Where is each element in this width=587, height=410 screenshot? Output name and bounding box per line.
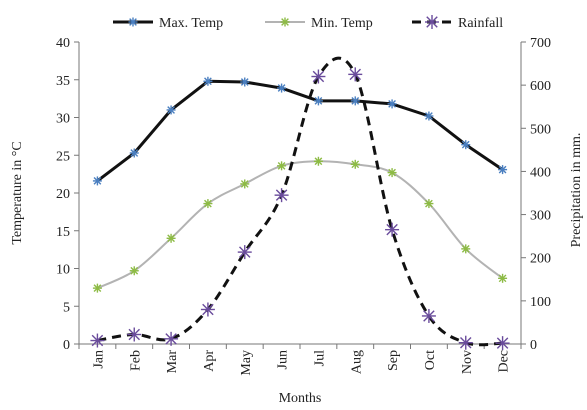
- data-point: [498, 273, 508, 283]
- x-tick-label: May: [239, 350, 254, 376]
- data-point: [387, 99, 397, 109]
- x-tick-label: Sep: [386, 350, 401, 371]
- data-point: [350, 96, 360, 106]
- legend-marker: [425, 15, 439, 29]
- data-point: [424, 111, 434, 121]
- data-point: [127, 327, 142, 342]
- right-tick-label: 300: [530, 209, 551, 224]
- x-tick-label: Dec: [497, 350, 512, 373]
- series-min-temp: [92, 156, 508, 293]
- legend-item: Rainfall: [412, 15, 503, 31]
- x-tick-label: Jun: [276, 350, 291, 369]
- data-point: [387, 168, 397, 178]
- legend-item: Max. Temp: [113, 16, 223, 31]
- data-point: [498, 165, 508, 175]
- series-line: [97, 56, 503, 347]
- data-point: [166, 233, 176, 243]
- legend-label: Min. Temp: [311, 16, 373, 31]
- right-y-ticks: 0 100 200 300 400 500 600 700: [521, 36, 551, 353]
- x-axis-title: Months: [279, 391, 322, 406]
- data-point: [240, 179, 250, 189]
- left-tick-label: 25: [56, 149, 70, 164]
- x-tick-label: Aug: [349, 350, 364, 374]
- series-line: [96, 79, 504, 183]
- data-point: [240, 77, 250, 87]
- data-point: [495, 336, 510, 351]
- x-tick-label: Mar: [165, 350, 180, 374]
- data-point: [200, 302, 215, 317]
- left-tick-label: 40: [56, 36, 70, 51]
- data-point: [237, 245, 252, 260]
- right-tick-label: 400: [530, 165, 551, 180]
- legend-label: Max. Temp: [159, 16, 223, 31]
- legend: Max. Temp Min. Temp Rainfall: [113, 15, 503, 31]
- data-point: [348, 67, 363, 82]
- left-y-ticks: 0 5 10 15 20 25 30 35 40: [56, 36, 79, 353]
- series-layer: [90, 56, 510, 351]
- data-point: [277, 161, 287, 171]
- data-point: [92, 176, 102, 186]
- right-tick-label: 600: [530, 79, 551, 94]
- data-point: [458, 335, 473, 350]
- data-point: [313, 156, 323, 166]
- right-tick-label: 500: [530, 122, 551, 137]
- legend-label: Rainfall: [458, 16, 503, 31]
- series-line: [96, 160, 504, 290]
- x-tick-label: Apr: [202, 350, 217, 372]
- data-point: [385, 222, 400, 237]
- right-tick-label: 200: [530, 252, 551, 267]
- data-point: [90, 333, 105, 348]
- left-tick-label: 20: [56, 187, 70, 202]
- y2-axis-title: Precipitation in mm.: [569, 133, 584, 248]
- x-ticks: Jan Feb Mar Apr May Jun Jul Aug Sep Oct Nov Dec: [78, 344, 522, 376]
- data-point: [274, 188, 289, 203]
- data-point: [424, 199, 434, 209]
- left-tick-label: 10: [56, 263, 70, 278]
- series-max-temp: [92, 76, 508, 186]
- y-axis-title: Temperature in °C: [10, 141, 25, 244]
- data-point: [166, 105, 176, 115]
- x-tick-label: Oct: [423, 350, 438, 370]
- x-tick-label: Feb: [128, 350, 143, 371]
- data-point: [311, 69, 326, 84]
- legend-item: Min. Temp: [265, 16, 373, 31]
- data-point: [129, 266, 139, 276]
- x-tick-label: Nov: [460, 350, 475, 374]
- data-point: [461, 244, 471, 254]
- data-point: [92, 283, 102, 293]
- left-tick-label: 5: [63, 300, 70, 315]
- legend-marker: [128, 17, 138, 27]
- left-tick-label: 0: [63, 338, 70, 353]
- data-point: [350, 159, 360, 169]
- right-tick-label: 700: [530, 36, 551, 51]
- legend-marker: [280, 17, 290, 27]
- data-point: [129, 148, 139, 158]
- data-point: [277, 83, 287, 93]
- x-tick-label: Jul: [312, 350, 327, 366]
- data-point: [461, 140, 471, 150]
- data-point: [203, 199, 213, 209]
- right-tick-label: 0: [530, 338, 537, 353]
- data-point: [421, 308, 436, 323]
- data-point: [313, 96, 323, 106]
- data-point: [203, 76, 213, 86]
- right-tick-label: 100: [530, 295, 551, 310]
- left-tick-label: 15: [56, 225, 70, 240]
- left-tick-label: 30: [56, 112, 70, 127]
- left-tick-label: 35: [56, 74, 70, 89]
- series-rainfall: [90, 56, 510, 351]
- x-tick-label: Jan: [91, 350, 106, 369]
- data-point: [164, 331, 179, 346]
